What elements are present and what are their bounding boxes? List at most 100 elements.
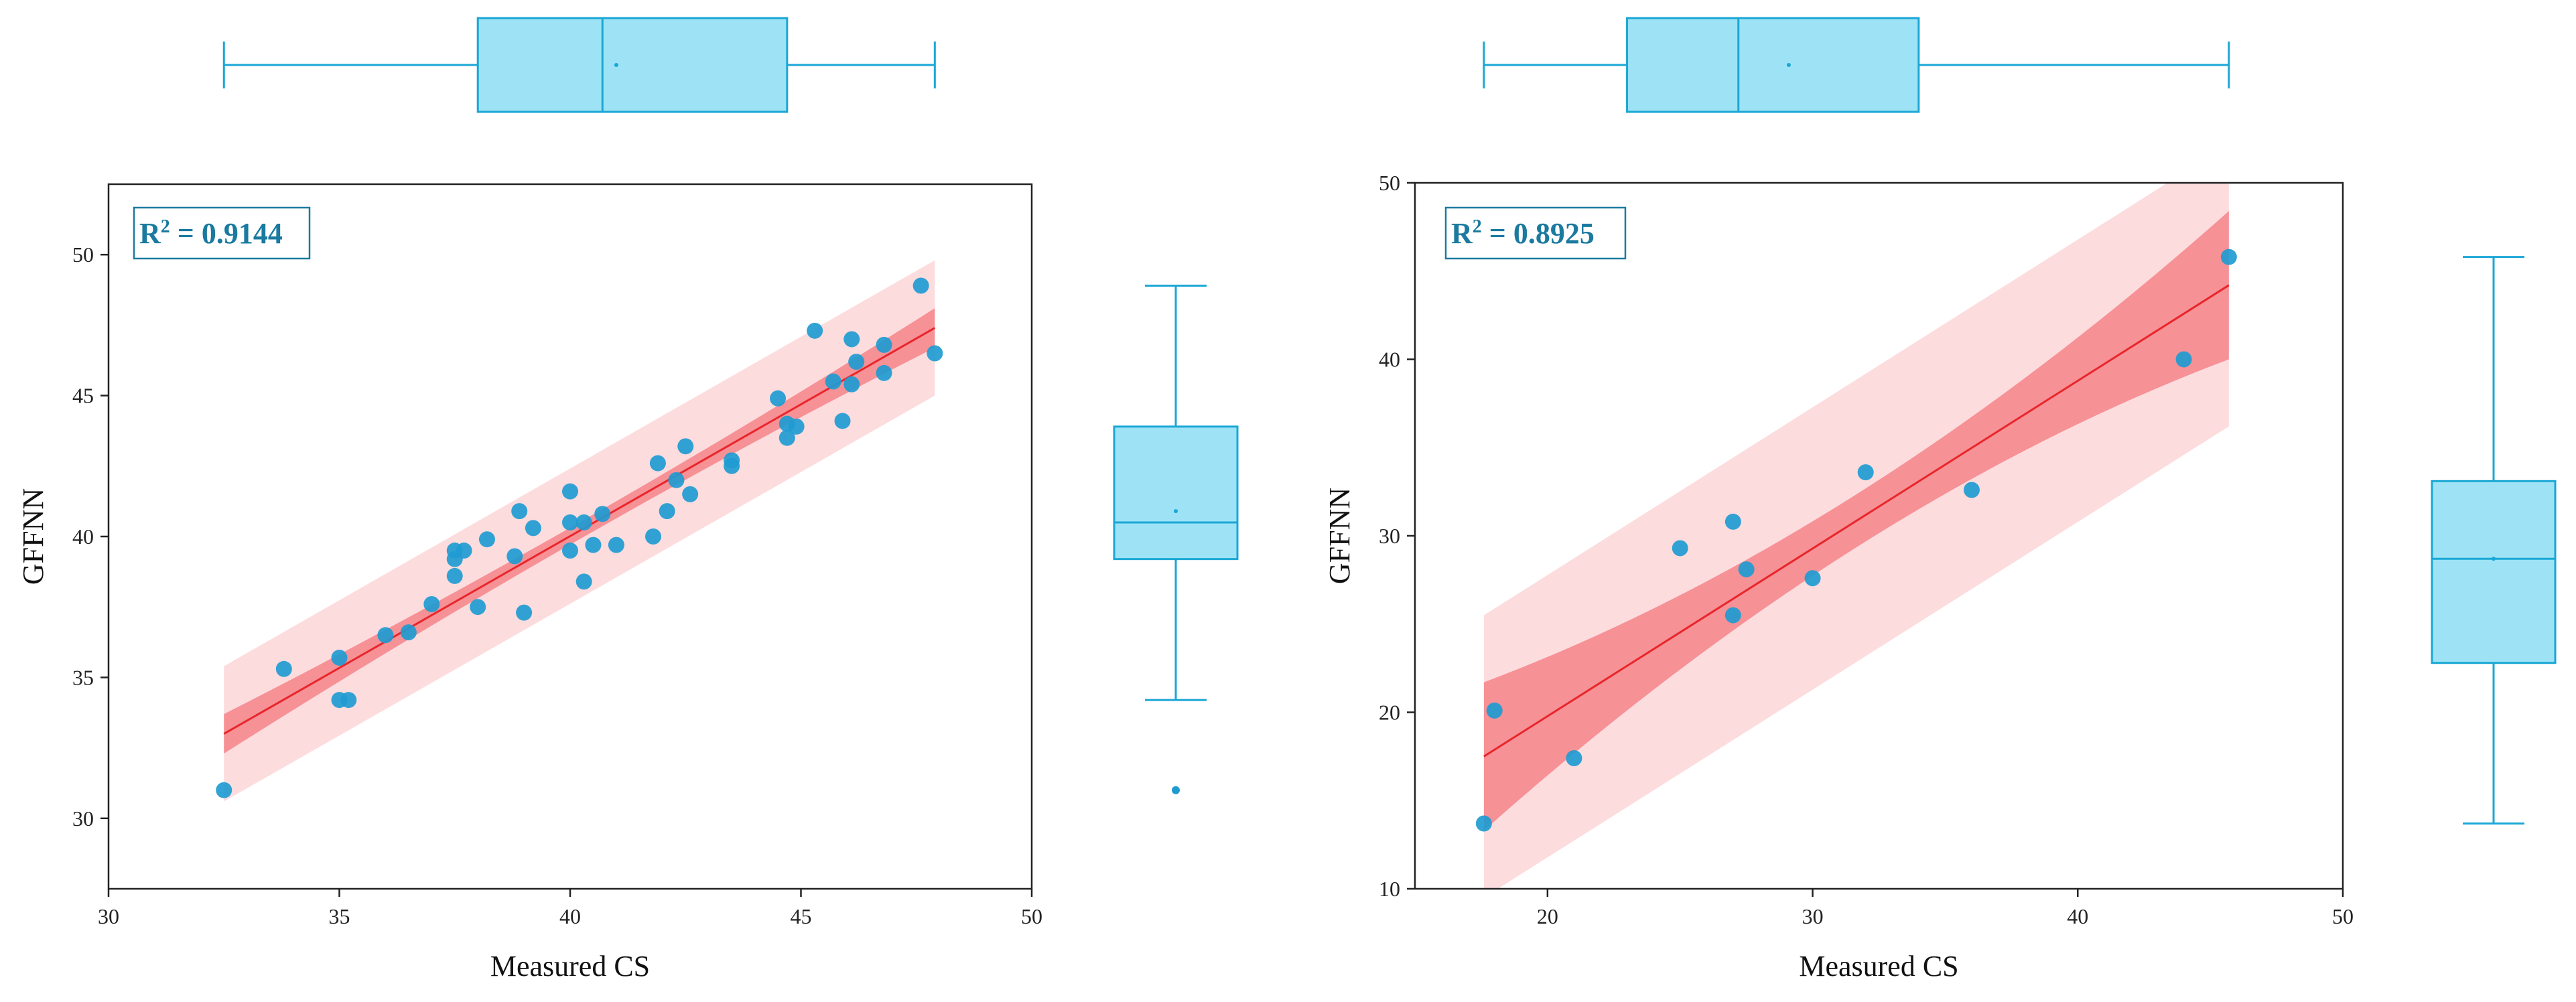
- data-point: [456, 543, 472, 559]
- data-point: [1857, 464, 1874, 481]
- y-tick-label: 40: [72, 524, 94, 549]
- data-point: [594, 506, 611, 522]
- data-point: [677, 438, 694, 455]
- y-tick-label: 10: [1379, 877, 1400, 901]
- plot-area: [1475, 183, 2237, 889]
- top-boxplot: [222, 17, 936, 113]
- x-tick-label: 40: [2067, 904, 2088, 928]
- data-point: [876, 364, 892, 381]
- y-tick-label: 30: [1379, 524, 1400, 548]
- mean-marker: [614, 63, 618, 67]
- chart-panel-1: 30 35 40 45 50 30 35 40 45 50 Measured CS GFFNN R2 =…: [17, 17, 1239, 983]
- data-point: [668, 472, 685, 488]
- data-point: [423, 595, 440, 612]
- right-boxplot: [2431, 256, 2557, 825]
- data-point: [608, 536, 624, 553]
- y-tick-label: 50: [72, 242, 94, 267]
- y-tick-label: 30: [72, 806, 94, 831]
- x-tick-label: 30: [98, 904, 119, 928]
- box: [1626, 17, 1920, 113]
- data-point: [562, 514, 578, 530]
- y-tick-label: 50: [1379, 171, 1400, 195]
- x-tick-label: 50: [2332, 904, 2354, 928]
- data-point: [506, 548, 523, 565]
- data-point: [470, 599, 486, 616]
- data-point: [848, 354, 865, 370]
- data-point: [843, 376, 860, 392]
- data-point: [377, 627, 394, 644]
- data-point: [649, 455, 666, 472]
- top-boxplot: [1483, 17, 2230, 113]
- data-point: [275, 660, 292, 677]
- fit-line: [223, 327, 936, 735]
- data-point: [2175, 351, 2192, 368]
- x-tick-label: 45: [791, 904, 812, 928]
- data-point: [585, 536, 602, 553]
- data-point: [446, 567, 463, 584]
- x-tick-label: 50: [1021, 904, 1042, 928]
- box: [2431, 480, 2557, 664]
- y-tick-label: 45: [72, 384, 94, 408]
- data-point: [1804, 570, 1821, 587]
- mean-marker: [1174, 509, 1178, 514]
- x-tick-label: 40: [559, 904, 581, 928]
- x-tick-label: 20: [1537, 904, 1558, 928]
- r2-label: R2 = 0.9144: [139, 216, 283, 250]
- data-point: [516, 604, 533, 621]
- data-point: [575, 573, 592, 590]
- x-tick-label: 35: [329, 904, 350, 928]
- data-point: [562, 543, 578, 559]
- data-point: [1724, 607, 1741, 624]
- data-point: [1475, 815, 1492, 832]
- data-point: [912, 277, 929, 294]
- data-point: [1672, 540, 1688, 557]
- data-point: [1486, 702, 1503, 719]
- chart-panel-2: 20 30 40 50 10 20 30 40 50 Measured CS GFFNN R2 = 0…: [1323, 17, 2557, 983]
- r2-box: [1444, 206, 1627, 260]
- data-point: [682, 486, 699, 502]
- outlier-marker: [1172, 786, 1180, 794]
- mean-marker: [1786, 63, 1791, 67]
- data-point: [562, 483, 578, 500]
- data-point: [659, 503, 675, 520]
- data-point: [340, 692, 357, 709]
- y-axis-title: GFFNN: [17, 488, 50, 585]
- data-point: [216, 782, 232, 798]
- data-point: [843, 331, 860, 348]
- data-point: [1964, 482, 1980, 498]
- data-point: [2220, 248, 2237, 265]
- data-point: [825, 373, 841, 390]
- data-point: [645, 528, 662, 545]
- data-point: [770, 390, 787, 407]
- data-point: [788, 418, 805, 435]
- x-axis-title: Measured CS: [1799, 950, 1958, 983]
- y-tick-label: 35: [72, 665, 94, 689]
- mean-marker: [2492, 557, 2496, 561]
- x-tick-label: 30: [1802, 904, 1824, 928]
- data-point: [807, 322, 823, 339]
- r2-box: [133, 206, 311, 260]
- data-point: [478, 531, 495, 548]
- data-point: [1738, 561, 1755, 578]
- data-point: [575, 514, 592, 530]
- box: [476, 17, 789, 113]
- data-point: [1566, 750, 1582, 767]
- data-point: [834, 413, 851, 429]
- x-axis-title: Measured CS: [490, 950, 650, 983]
- data-point: [927, 345, 943, 362]
- fit-line: [1483, 284, 2230, 758]
- y-axis-title: GFFNN: [1323, 488, 1356, 584]
- data-point: [724, 457, 740, 474]
- y-tick-label: 40: [1379, 348, 1400, 372]
- box: [1113, 425, 1239, 561]
- right-boxplot: [1113, 284, 1239, 794]
- data-point: [400, 624, 417, 641]
- data-point: [876, 336, 892, 353]
- plot-area: [216, 260, 943, 802]
- data-point: [778, 429, 795, 446]
- r2-label: R2 = 0.8925: [1451, 216, 1595, 250]
- data-point: [511, 503, 528, 520]
- data-point: [1724, 513, 1741, 530]
- y-tick-label: 20: [1379, 701, 1400, 725]
